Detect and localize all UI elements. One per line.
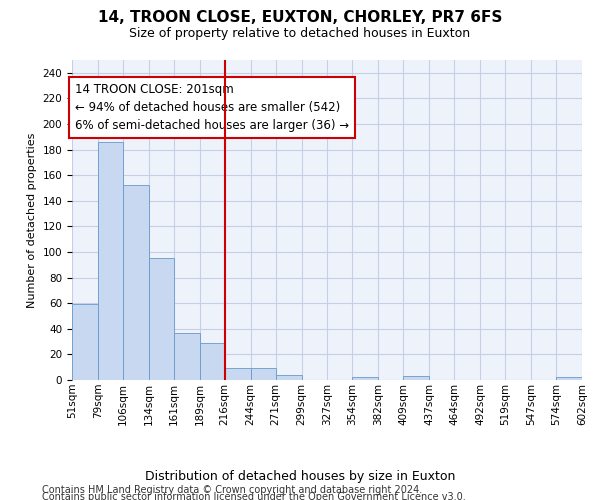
Text: Distribution of detached houses by size in Euxton: Distribution of detached houses by size … [145,470,455,483]
Text: Size of property relative to detached houses in Euxton: Size of property relative to detached ho… [130,28,470,40]
Bar [275,375,302,380]
Bar [352,378,379,380]
Bar [98,142,123,380]
Bar [225,368,251,380]
Bar [123,186,149,380]
Bar [556,378,582,380]
Text: 14 TROON CLOSE: 201sqm
← 94% of detached houses are smaller (542)
6% of semi-det: 14 TROON CLOSE: 201sqm ← 94% of detached… [75,83,349,132]
Bar [251,368,275,380]
Text: Contains public sector information licensed under the Open Government Licence v3: Contains public sector information licen… [42,492,466,500]
Bar [72,304,98,380]
Bar [200,343,225,380]
Text: 14, TROON CLOSE, EUXTON, CHORLEY, PR7 6FS: 14, TROON CLOSE, EUXTON, CHORLEY, PR7 6F… [98,10,502,25]
Bar [403,376,429,380]
Text: Contains HM Land Registry data © Crown copyright and database right 2024.: Contains HM Land Registry data © Crown c… [42,485,422,495]
Bar [149,258,174,380]
Bar [174,332,200,380]
Y-axis label: Number of detached properties: Number of detached properties [27,132,37,308]
